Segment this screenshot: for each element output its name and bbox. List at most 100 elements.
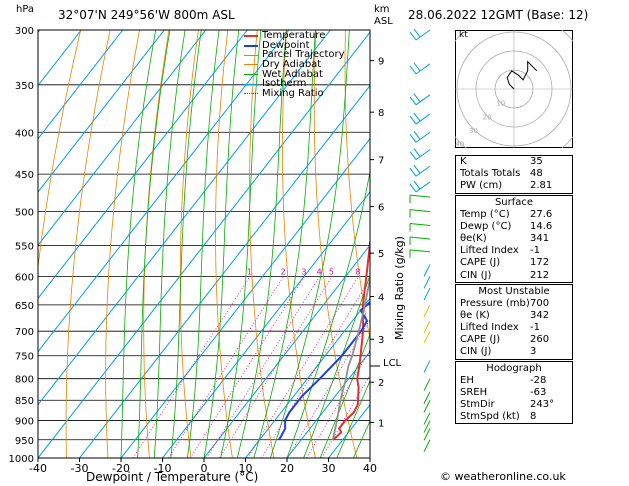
dry-adiabat-line xyxy=(215,30,233,458)
table-row: SREH -63 xyxy=(456,387,572,399)
table-row-label: PW (cm) xyxy=(460,180,503,192)
wind-barb-icon xyxy=(409,194,431,204)
surface-box: Surface Temp (°C) 27.6 Dewp (°C) 14.6 θe(K) 3… xyxy=(455,194,573,283)
mixing-ratio-label: 4 xyxy=(317,267,322,276)
chart-legend: Temperature Dewpoint Parcel Trajectory Dry … xyxy=(244,31,372,99)
credit-footer[interactable]: © weatheronline.co.uk xyxy=(440,470,566,483)
table-row-value: 3 xyxy=(530,346,537,358)
x-tick-label: -30 xyxy=(71,462,89,475)
wind-barb-icon xyxy=(423,400,431,413)
hodograph-panel: 10 20 30 40 xyxy=(455,30,573,148)
table-row-label: EH xyxy=(460,374,474,386)
location-title: 32°07'N 249°56'W 800m ASL xyxy=(58,8,235,22)
height-tick-label: 2 xyxy=(378,378,384,389)
legend-swatch xyxy=(244,93,258,95)
wind-barb-icon xyxy=(409,28,431,41)
wet-adiabat-line xyxy=(120,30,157,458)
height-tick-label: 9 xyxy=(378,57,384,68)
height-tick-label: 3 xyxy=(378,335,384,346)
datetime-title: 28.06.2022 12GMT (Base: 12) xyxy=(408,8,589,22)
mixing-ratio-label: 1 xyxy=(247,267,252,276)
table-row: Totals Totals 48 xyxy=(456,168,572,180)
wind-barb-icon xyxy=(423,391,431,404)
wind-barb-icon xyxy=(409,93,431,106)
table-row-value: -28 xyxy=(530,374,547,386)
dry-adiabat-line xyxy=(581,30,629,458)
table-row-value: 700 xyxy=(530,297,550,309)
wind-barb-icon xyxy=(409,180,431,193)
mixing-ratio-label: 10 xyxy=(368,267,378,276)
wind-barb-icon xyxy=(409,130,431,143)
x-tick-label: 0 xyxy=(201,462,208,475)
legend-entry: Parcel Trajectory xyxy=(244,50,372,60)
hodograph-title: Hodograph xyxy=(486,362,542,374)
dry-adiabat-line xyxy=(65,30,111,458)
table-row: CAPE (J) 260 xyxy=(456,334,572,346)
temperature-profile xyxy=(332,238,370,441)
table-row: PW (cm) 2.81 xyxy=(456,180,572,192)
x-axis-label: Dewpoint / Temperature (°C) xyxy=(86,470,259,484)
mixing-ratio-line xyxy=(190,276,305,458)
table-row-value: 243° xyxy=(530,399,555,410)
dry-adiabat-line xyxy=(179,30,199,458)
surface-title: Surface xyxy=(494,196,534,208)
pressure-tick-label: 850 xyxy=(15,396,34,407)
table-row: Lifted Index -1 xyxy=(456,322,572,334)
table-row: EH -28 xyxy=(456,375,572,387)
table-row: Dewp (°C) 14.6 xyxy=(456,221,572,233)
wet-adiabat-line xyxy=(203,30,240,458)
pressure-tick-label: 900 xyxy=(15,417,34,428)
wind-barb-icon xyxy=(423,420,431,433)
x-tick-label: 30 xyxy=(322,462,336,475)
legend-swatch xyxy=(244,83,258,85)
mixing-ratio-label: 3 xyxy=(301,267,306,276)
legend-swatch xyxy=(244,34,258,37)
table-row-label: K xyxy=(460,156,467,167)
pressure-tick-label: 400 xyxy=(15,128,34,139)
x-tick-label: 10 xyxy=(239,462,253,475)
table-row: Pressure (mb) 700 xyxy=(456,298,572,310)
isotherm-line xyxy=(162,191,370,458)
table-row-label: Lifted Index xyxy=(460,322,519,334)
hodograph-ring-label: 20 xyxy=(483,113,492,121)
height-tick-label: 8 xyxy=(378,108,384,119)
dry-adiabat-line xyxy=(105,30,140,458)
pressure-tick-label: 450 xyxy=(15,170,34,181)
table-row-label: Temp (°C) xyxy=(460,208,510,220)
indices-box: K 35 Totals Totals 48 PW (cm) 2.81 xyxy=(455,155,573,194)
table-row-value: 212 xyxy=(530,269,550,281)
wet-adiabat-line xyxy=(137,30,171,458)
hodograph-trace xyxy=(506,60,538,90)
table-row-value: 172 xyxy=(530,257,550,269)
legend-swatch xyxy=(244,44,258,47)
table-row-label: CIN (J) xyxy=(460,346,492,358)
hodograph-ring-label: 40 xyxy=(455,141,464,148)
table-row-label: StmDir xyxy=(460,399,495,410)
wind-barb-icon xyxy=(423,276,431,289)
dewpoint-profile xyxy=(277,238,370,441)
asl-unit-label: ASL xyxy=(374,16,393,27)
table-row: θe(K) 341 xyxy=(456,233,572,245)
table-row: K 35 xyxy=(456,156,572,168)
wind-barb-icon xyxy=(423,412,431,425)
isotherm-line xyxy=(38,30,290,353)
table-row: StmSpd (kt) 8 xyxy=(456,411,572,423)
hodograph-unit-label: kt xyxy=(459,30,468,40)
x-tick-label: -20 xyxy=(112,462,130,475)
table-row: CAPE (J) 172 xyxy=(456,257,572,269)
pressure-tick-label: 1000 xyxy=(9,454,34,465)
wind-barb-icon xyxy=(409,223,431,232)
height-tick-label: 5 xyxy=(378,249,384,260)
table-row-value: 48 xyxy=(530,168,543,180)
wind-barb-icon xyxy=(409,148,431,161)
mixing-ratio-label: 8 xyxy=(355,267,360,276)
x-tick-label: 40 xyxy=(363,462,377,475)
dry-adiabat-line xyxy=(313,30,358,458)
km-unit-label: km xyxy=(374,4,390,15)
mixing-ratio-line xyxy=(206,276,321,458)
isotherm-line xyxy=(38,30,207,246)
stability-table: K 35 Totals Totals 48 PW (cm) 2.81 Surface Te… xyxy=(455,155,573,425)
table-row-label: Totals Totals xyxy=(460,168,521,180)
table-row-label: Pressure (mb) xyxy=(460,297,530,309)
pressure-tick-label: 300 xyxy=(15,26,34,37)
